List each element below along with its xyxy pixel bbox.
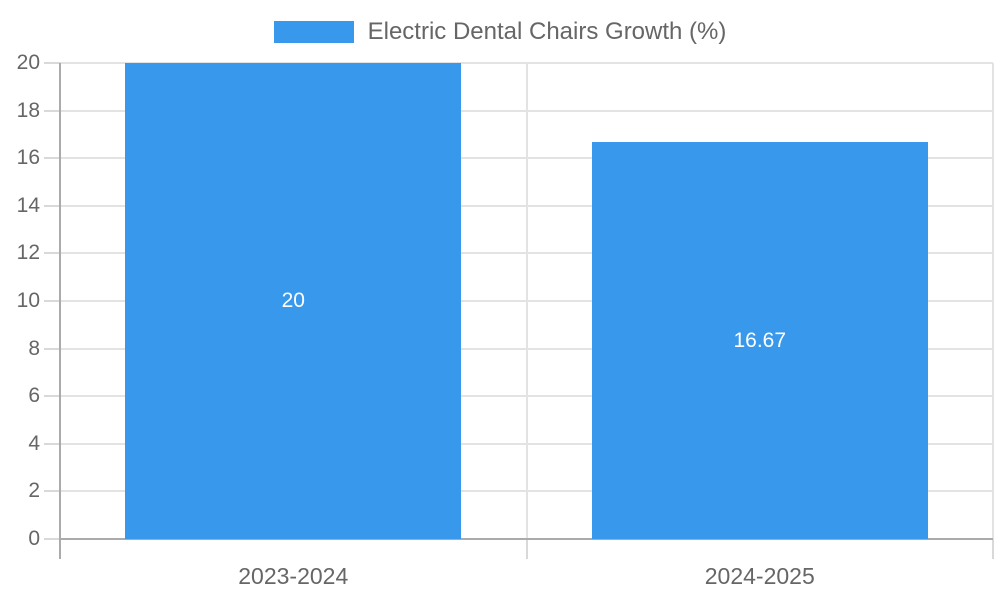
bar[interactable] bbox=[125, 63, 462, 539]
x-axis-line bbox=[59, 538, 993, 540]
y-tick-label: 18 bbox=[16, 98, 40, 122]
y-tick-label: 10 bbox=[16, 289, 40, 312]
x-tick-label: 2023-2024 bbox=[238, 563, 349, 589]
x-tick bbox=[992, 539, 994, 559]
y-tick bbox=[44, 395, 60, 398]
gridline-vertical bbox=[992, 63, 994, 539]
y-tick-label: 8 bbox=[28, 336, 40, 360]
y-tick-label: 20 bbox=[16, 51, 40, 74]
y-tick-label: 12 bbox=[16, 241, 40, 265]
y-tick-label: 16 bbox=[16, 146, 40, 170]
bar-value-label: 16.67 bbox=[733, 328, 787, 352]
bar-value-label: 20 bbox=[281, 289, 305, 312]
legend-swatch bbox=[273, 21, 354, 43]
y-tick bbox=[44, 204, 60, 207]
x-tick-label: 2024-2025 bbox=[704, 563, 815, 589]
y-tick bbox=[44, 442, 60, 445]
y-tick-label: 2 bbox=[28, 479, 40, 503]
y-tick bbox=[44, 490, 60, 493]
legend[interactable]: Electric Dental Chairs Growth (%) bbox=[0, 16, 1000, 48]
gridline-vertical bbox=[525, 63, 528, 539]
bar[interactable] bbox=[591, 142, 928, 539]
y-tick bbox=[44, 109, 60, 112]
legend-label: Electric Dental Chairs Growth (%) bbox=[367, 18, 727, 45]
y-tick bbox=[44, 252, 60, 255]
y-tick bbox=[44, 300, 60, 302]
y-tick bbox=[44, 347, 60, 350]
y-tick bbox=[44, 157, 60, 160]
y-tick-label: 14 bbox=[16, 193, 40, 217]
y-tick-label: 0 bbox=[28, 527, 40, 550]
y-tick bbox=[44, 538, 60, 540]
y-tick-label: 4 bbox=[28, 431, 40, 455]
y-tick-label: 6 bbox=[28, 384, 40, 408]
x-tick bbox=[525, 539, 528, 559]
y-axis-line bbox=[59, 63, 61, 559]
y-tick bbox=[44, 62, 60, 64]
